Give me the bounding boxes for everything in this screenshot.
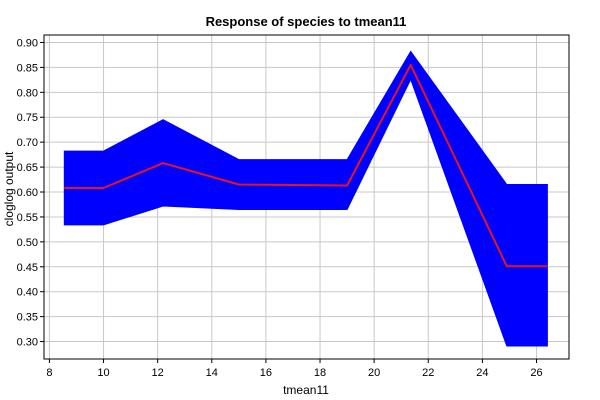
x-tick-label: 14: [206, 367, 218, 379]
mean-line: [64, 63, 548, 268]
y-tick-label: 0.35: [17, 312, 38, 324]
y-tick-label: 0.55: [17, 212, 38, 224]
y-tick-label: 0.80: [17, 87, 38, 99]
chart-title: Response of species to tmean11: [206, 14, 407, 29]
y-tick-label: 0.60: [17, 187, 38, 199]
x-tick-label: 12: [152, 367, 164, 379]
x-tick-label: 26: [530, 367, 542, 379]
x-tick-label: 16: [260, 367, 272, 379]
y-tick-label: 0.45: [17, 262, 38, 274]
y-tick-label: 0.85: [17, 62, 38, 74]
confidence-band: [63, 50, 548, 347]
x-tick-label: 24: [476, 367, 488, 379]
x-tick-label: 18: [314, 367, 326, 379]
y-tick-label: 0.70: [17, 137, 38, 149]
y-tick-label: 0.40: [17, 287, 38, 299]
confidence-band-area: [63, 50, 548, 347]
y-axis-ticks: 0.30 0.35 0.40 0.45 0.50 0.55 0.60 0.65 0.70 0.75…: [17, 37, 44, 349]
y-tick-label: 0.75: [17, 112, 38, 124]
x-axis-label: tmean11: [283, 383, 329, 397]
plot-frame: [43, 34, 570, 360]
axes: [43, 34, 570, 360]
y-tick-label: 0.30: [17, 337, 38, 349]
y-tick-label: 0.90: [17, 37, 38, 49]
y-axis-label: cloglog output: [2, 151, 16, 226]
x-tick-label: 20: [368, 367, 380, 379]
mean-response-line: [64, 63, 548, 268]
x-axis-ticks: 8 10 12 14 16 18 20 22 24 26: [46, 359, 543, 379]
y-tick-label: 0.50: [17, 237, 38, 249]
x-tick-label: 22: [422, 367, 434, 379]
x-tick-label: 10: [97, 367, 109, 379]
y-tick-label: 0.65: [17, 162, 38, 174]
x-tick-label: 8: [46, 367, 52, 379]
